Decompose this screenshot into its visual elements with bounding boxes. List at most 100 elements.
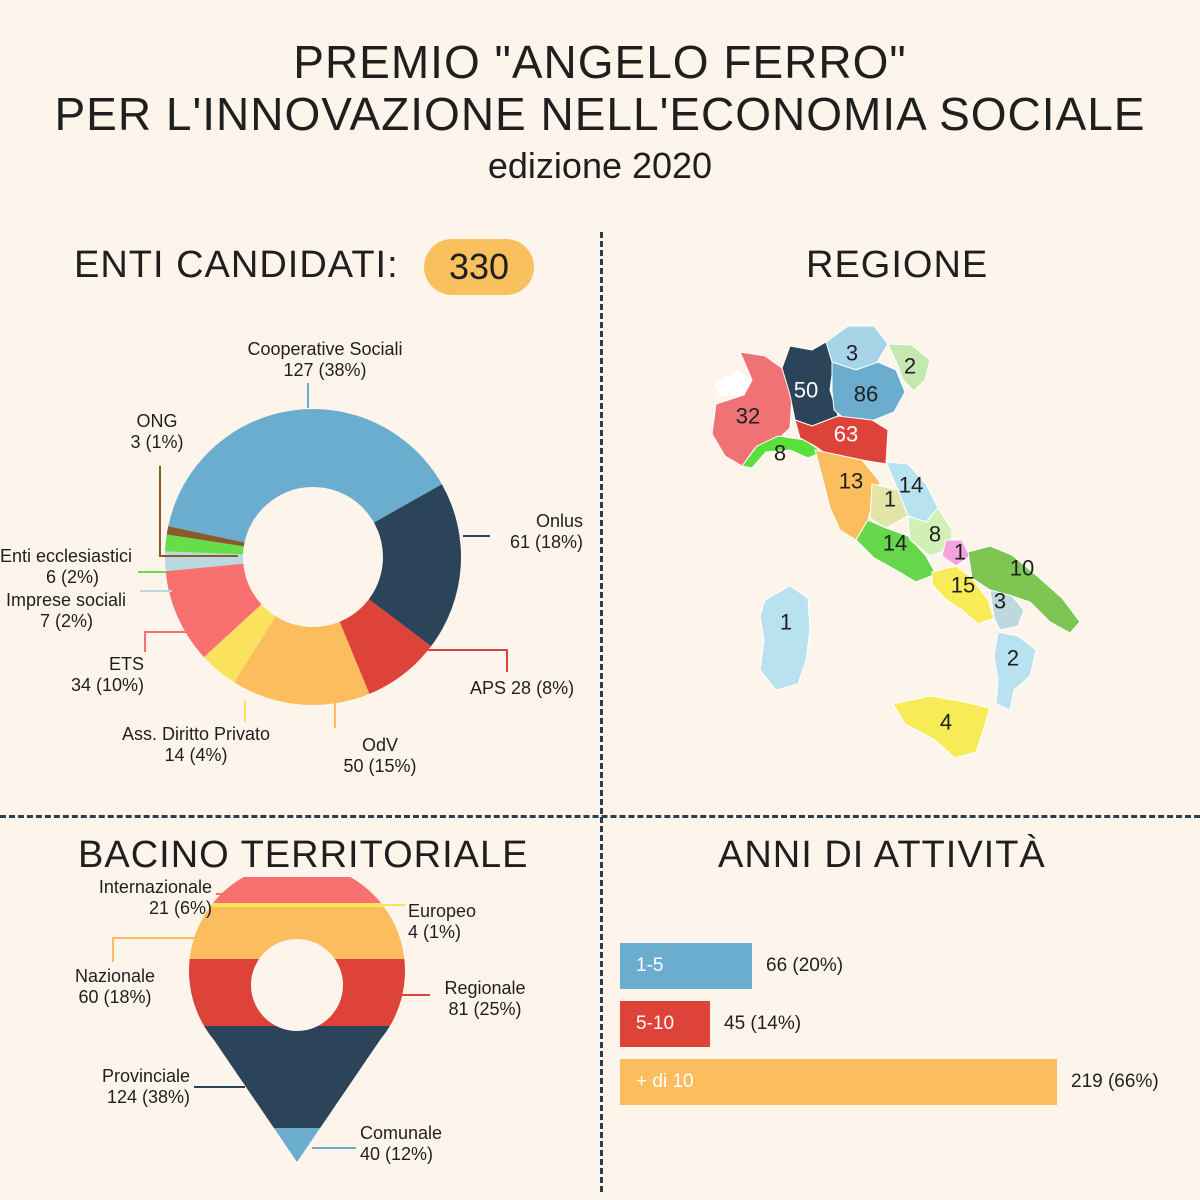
region-liguria bbox=[741, 435, 824, 469]
region-value-sicilia: 4 bbox=[940, 710, 952, 735]
label-name: ETS bbox=[108, 654, 144, 674]
region-umbria bbox=[869, 483, 909, 529]
region-abruzzo bbox=[907, 507, 953, 557]
slice-ass-diritto-privato bbox=[203, 604, 276, 683]
region-lombardia bbox=[781, 341, 839, 427]
bar-value-label: 45 (14%) bbox=[724, 1013, 802, 1034]
label-value: 7 (2%) bbox=[40, 611, 94, 631]
label-onlus: Onlus 61 (18%) bbox=[483, 511, 583, 553]
label-name: Internazionale bbox=[98, 877, 212, 897]
region-value-molise: 1 bbox=[954, 540, 966, 565]
label-provinciale: Provinciale 124 (38%) bbox=[50, 1066, 190, 1108]
band-internazionale bbox=[188, 877, 405, 903]
bar-0: 1-5 bbox=[620, 943, 752, 989]
region-value-campania: 15 bbox=[951, 573, 975, 598]
region-calabria bbox=[993, 631, 1037, 711]
region-value-basilicata: 3 bbox=[994, 589, 1006, 614]
bar-2: + di 10 bbox=[620, 1059, 1057, 1105]
label-regionale: Regionale 81 (25%) bbox=[420, 978, 550, 1020]
enti-title: ENTI CANDIDATI: bbox=[74, 244, 399, 286]
region-value-umbria: 1 bbox=[884, 487, 896, 512]
region-value-trentino: 3 bbox=[846, 341, 858, 366]
label-value: 28 (8%) bbox=[511, 678, 575, 698]
label-name: Imprese sociali bbox=[6, 590, 127, 610]
label-cooperative-sociali: Cooperative Sociali 127 (38%) bbox=[225, 339, 425, 381]
label-aps: APS 28 (8%) bbox=[470, 678, 590, 699]
region-sardegna bbox=[759, 585, 811, 691]
region-value-liguria: 8 bbox=[774, 441, 786, 466]
slice-ong bbox=[166, 526, 245, 547]
vertical-divider bbox=[600, 232, 603, 1192]
label-comunale: Comunale 40 (12%) bbox=[360, 1123, 480, 1165]
region-value-piemonte: 32 bbox=[736, 404, 760, 429]
region-value-emilia: 63 bbox=[834, 422, 858, 447]
region-sicilia bbox=[892, 695, 991, 759]
slice-enti-ecclesiastici bbox=[165, 534, 244, 555]
band-europeo bbox=[188, 903, 405, 907]
label-name: OdV bbox=[361, 735, 399, 755]
region-value-sardegna: 1 bbox=[780, 610, 792, 635]
slice-odv bbox=[234, 616, 370, 705]
region-molise bbox=[941, 539, 971, 567]
bacino-title: BACINO TERRITORIALE bbox=[78, 834, 529, 876]
label-name: Onlus bbox=[535, 511, 583, 531]
label-name: Enti ecclesiastici bbox=[0, 546, 133, 566]
label-value: 6 (2%) bbox=[46, 567, 100, 587]
label-value: 50 (15%) bbox=[343, 756, 417, 776]
label-internazionale: Internazionale 21 (6%) bbox=[52, 877, 212, 919]
region-value-friuli: 2 bbox=[904, 354, 916, 379]
region-value-toscana: 13 bbox=[839, 469, 863, 494]
label-value: 40 (12%) bbox=[360, 1144, 434, 1164]
region-value-lombardia: 50 bbox=[794, 378, 818, 403]
label-imprese-sociali: Imprese sociali 7 (2%) bbox=[6, 590, 146, 632]
label-name: Cooperative Sociali bbox=[247, 339, 403, 359]
regione-title: REGIONE bbox=[806, 244, 989, 286]
label-europeo: Europeo 4 (1%) bbox=[408, 901, 528, 943]
label-ets: ETS 34 (10%) bbox=[44, 654, 144, 696]
header: PREMIO "ANGELO FERRO" PER L'INNOVAZIONE … bbox=[0, 36, 1200, 192]
region-emilia bbox=[794, 415, 889, 465]
label-nazionale: Nazionale 60 (18%) bbox=[50, 966, 180, 1008]
title-line-2: PER L'INNOVAZIONE NELL'ECONOMIA SOCIALE bbox=[54, 88, 1146, 140]
region-lazio bbox=[855, 519, 937, 583]
label-value: 14 (4%) bbox=[164, 745, 228, 765]
region-value-calabria: 2 bbox=[1007, 646, 1019, 671]
label-name: ONG bbox=[136, 411, 178, 431]
region-campania bbox=[931, 565, 995, 625]
region-value-marche: 14 bbox=[899, 473, 923, 498]
label-name: Provinciale bbox=[101, 1066, 190, 1086]
label-name: Comunale bbox=[360, 1123, 443, 1143]
slice-onlus bbox=[368, 484, 461, 647]
label-value: 3 (1%) bbox=[130, 432, 184, 452]
label-value: 81 (25%) bbox=[448, 999, 522, 1019]
region-veneto bbox=[831, 361, 906, 421]
label-value: 127 (38%) bbox=[283, 360, 367, 380]
label-name: Europeo bbox=[408, 901, 477, 921]
label-name: APS bbox=[470, 678, 507, 698]
label-value: 21 (6%) bbox=[148, 898, 212, 918]
label-name: Regionale bbox=[444, 978, 526, 998]
label-ass-diritto-privato: Ass. Diritto Privato 14 (4%) bbox=[106, 724, 286, 766]
label-value: 124 (38%) bbox=[106, 1087, 190, 1107]
anni-title: ANNI DI ATTIVITÀ bbox=[718, 834, 1046, 876]
label-value: 61 (18%) bbox=[509, 532, 583, 552]
label-value: 60 (18%) bbox=[78, 987, 152, 1007]
bar-1: 5-10 bbox=[620, 1001, 710, 1047]
region-value-abruzzo: 8 bbox=[929, 522, 941, 547]
region-value-puglia: 10 bbox=[1010, 556, 1034, 581]
label-odv: OdV 50 (15%) bbox=[325, 735, 435, 777]
region-basilicata bbox=[989, 589, 1025, 631]
band-nazionale bbox=[188, 907, 405, 959]
bar-value-label: 66 (20%) bbox=[766, 955, 844, 976]
band-regionale bbox=[188, 959, 405, 1026]
label-ong: ONG 3 (1%) bbox=[112, 411, 202, 453]
slice-aps bbox=[339, 599, 432, 694]
label-value: 34 (10%) bbox=[70, 675, 144, 695]
horizontal-divider bbox=[0, 815, 1200, 818]
label-name: Ass. Diritto Privato bbox=[121, 724, 271, 744]
label-name: Nazionale bbox=[74, 966, 156, 986]
region-value-veneto: 86 bbox=[854, 382, 878, 407]
slice-cooperative-sociali bbox=[168, 408, 442, 543]
